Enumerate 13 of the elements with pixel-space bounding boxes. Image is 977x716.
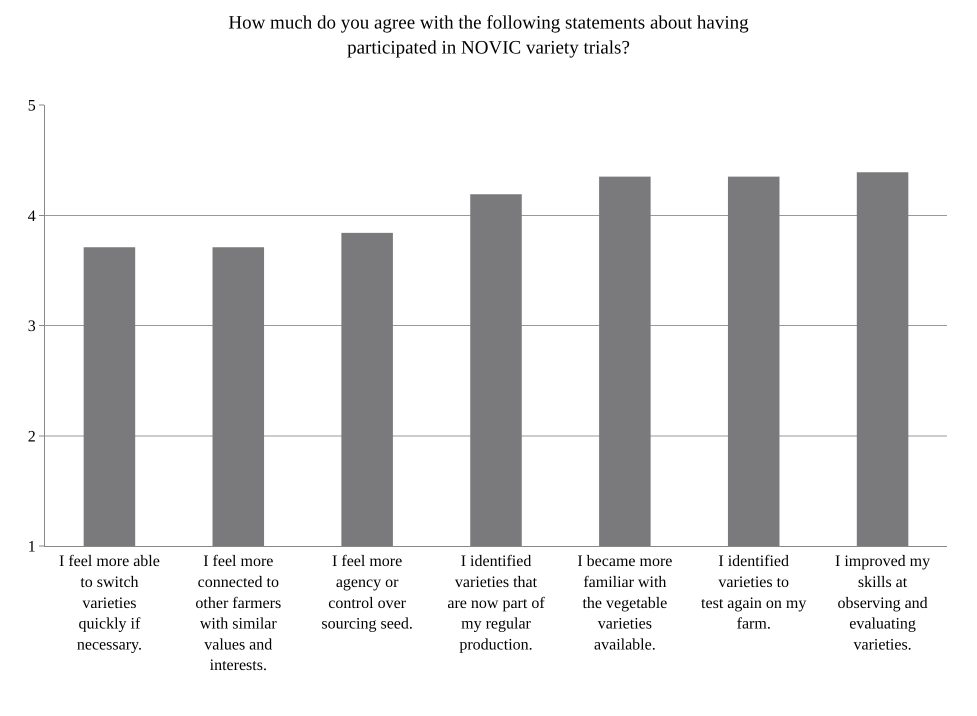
x-tick-label: I feel more connected to other farmers with similar values and interests.	[195, 553, 282, 674]
x-tick-label: I improved my skills at observing and evaluating varieties.	[835, 553, 930, 654]
y-tick-label: 5	[28, 98, 36, 115]
chart-title: How much do you agree with the following statements about having participated in NOVIC variety trials?	[228, 12, 750, 58]
x-tick-label: I became more familiar with the vegetable varieties available.	[577, 553, 672, 654]
x-tick-label: I feel more agency or control over sourcing seed.	[321, 553, 413, 633]
y-tick-label: 3	[28, 318, 36, 336]
x-tick-label: I identified varieties that are now part of my regular production.	[447, 553, 546, 654]
y-tick-label: 1	[28, 538, 36, 556]
y-tick-label: 2	[28, 428, 36, 446]
x-tick-label: I identified varieties to test again on my farm.	[701, 553, 806, 633]
x-tick-label: I feel more able to switch varieties quickly if necessary.	[59, 553, 160, 654]
y-tick-label: 4	[28, 208, 36, 225]
